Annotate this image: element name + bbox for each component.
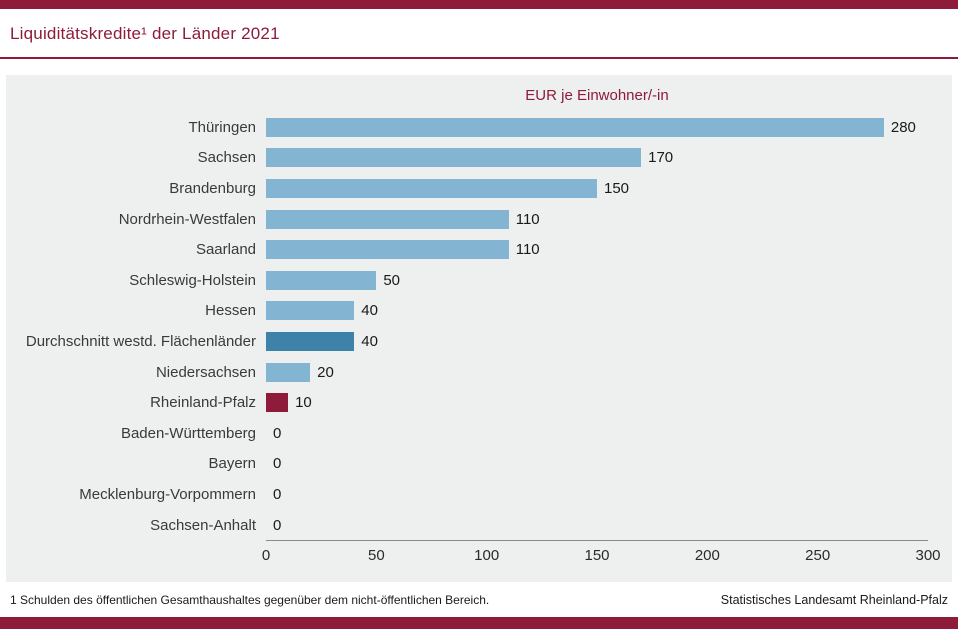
- bar-track: 0: [266, 449, 928, 480]
- bar: [266, 270, 377, 290]
- bar-track: 10: [266, 387, 928, 418]
- category-label: Sachsen: [197, 149, 256, 167]
- category-label: Baden-Württemberg: [120, 424, 256, 442]
- value-label: 0: [273, 485, 282, 503]
- page-title: Liquiditätskredite¹ der Länder 2021: [10, 24, 280, 43]
- value-label: 40: [361, 302, 378, 320]
- axis-tick-label: 50: [367, 547, 385, 565]
- bar-row: Brandenburg 150: [6, 173, 952, 204]
- axis-tick-label: 150: [584, 547, 610, 565]
- category-label: Durchschnitt westd. Flächenländer: [25, 332, 256, 350]
- value-label: 110: [515, 210, 540, 228]
- value-label: 110: [515, 241, 540, 259]
- bottom-accent-bar: [0, 617, 958, 629]
- bar-track: 20: [266, 357, 928, 388]
- axis-tick-label: 0: [261, 547, 271, 565]
- source-label: Statistisches Landesamt Rheinland-Pfalz: [720, 593, 948, 608]
- value-label: 0: [273, 455, 282, 473]
- value-label: 0: [273, 424, 282, 442]
- x-axis: 0 50 100 150 200 250 300: [262, 540, 941, 568]
- bar-track: 0: [266, 418, 928, 449]
- bar-row: Thüringen 280: [6, 112, 952, 143]
- bar-track: 40: [266, 296, 928, 327]
- bar-track: 170: [266, 143, 928, 174]
- bar-row: Durchschnitt westd. Flächenländer 40: [6, 326, 952, 357]
- header-divider: [0, 57, 958, 59]
- bar: [266, 301, 355, 321]
- bar-rows: Thüringen 280 Sachsen 170 Brandenburg 150 Nord…: [6, 112, 952, 540]
- chart-title: EUR je Einwohner/-in: [525, 87, 669, 104]
- footnote: 1 Schulden des öffentlichen Gesamthausha…: [10, 593, 490, 608]
- category-label: Rheinland-Pfalz: [150, 394, 256, 412]
- bar-row: Nordrhein-Westfalen 110: [6, 204, 952, 235]
- bar-track: 0: [266, 479, 928, 510]
- category-label: Saarland: [195, 241, 256, 259]
- footer: 1 Schulden des öffentlichen Gesamthausha…: [0, 593, 958, 607]
- bar-row: Bayern 0: [6, 449, 952, 480]
- value-label: 150: [604, 179, 630, 197]
- bar-row: Sachsen 170: [6, 143, 952, 174]
- bar-track: 280: [266, 112, 928, 143]
- bar: [266, 117, 884, 137]
- value-label: 10: [295, 394, 312, 412]
- bar: [266, 362, 311, 382]
- axis-tick-label: 300: [915, 547, 941, 565]
- axis-tick-label: 100: [474, 547, 500, 565]
- bar-row: Sachsen-Anhalt 0: [6, 510, 952, 541]
- axis-tick-label: 250: [805, 547, 831, 565]
- bar: [266, 209, 509, 229]
- bar-track: 110: [266, 204, 928, 235]
- bar-row: Niedersachsen 20: [6, 357, 952, 388]
- category-label: Mecklenburg-Vorpommern: [79, 485, 256, 503]
- bar-row: Hessen 40: [6, 296, 952, 327]
- bar-track: 150: [266, 173, 928, 204]
- category-label: Thüringen: [188, 118, 256, 136]
- bar-row: Rheinland-Pfalz 10: [6, 387, 952, 418]
- category-label: Niedersachsen: [155, 363, 256, 381]
- bar: [266, 148, 642, 168]
- value-label: 40: [361, 332, 378, 350]
- value-label: 20: [317, 363, 334, 381]
- value-label: 50: [383, 271, 401, 289]
- category-label: Brandenburg: [169, 179, 256, 197]
- category-label: Hessen: [205, 302, 256, 320]
- category-label: Sachsen-Anhalt: [150, 516, 256, 534]
- bar-track: 40: [266, 326, 928, 357]
- category-label: Schleswig-Holstein: [129, 271, 256, 289]
- category-label: Nordrhein-Westfalen: [118, 210, 256, 228]
- value-label: 280: [890, 118, 916, 136]
- bar-track: 0: [266, 510, 928, 541]
- bar: [266, 331, 355, 351]
- axis-tick-label: 200: [694, 547, 720, 565]
- top-accent-bar: [0, 0, 958, 9]
- bar-row: Mecklenburg-Vorpommern 0: [6, 479, 952, 510]
- chart-panel: EUR je Einwohner/-in Thüringen 280 Sachsen…: [6, 75, 952, 583]
- value-label: 170: [648, 149, 674, 167]
- header: Liquiditätskredite¹ der Länder 2021: [0, 9, 958, 57]
- bar: [266, 178, 597, 198]
- bar-track: 50: [266, 265, 928, 296]
- bar: [266, 240, 509, 260]
- bar-row: Baden-Württemberg 0: [6, 418, 952, 449]
- bar-track: 110: [266, 234, 928, 265]
- bar-row: Schleswig-Holstein 50: [6, 265, 952, 296]
- bar-row: Saarland 110: [6, 234, 952, 265]
- bar: [266, 393, 289, 413]
- category-label: Bayern: [208, 455, 256, 473]
- value-label: 0: [273, 516, 282, 534]
